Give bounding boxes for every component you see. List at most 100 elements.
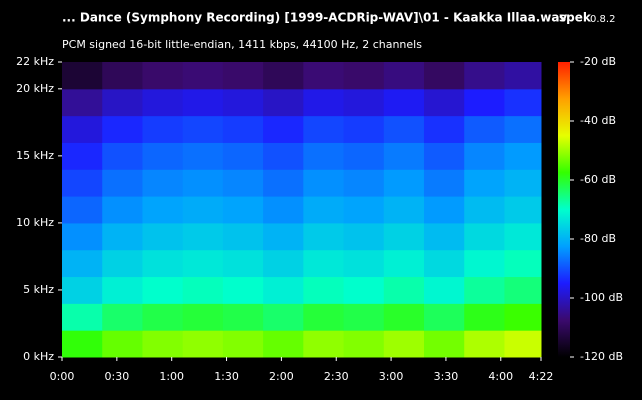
spectrum-cell xyxy=(464,142,505,170)
spectrum-cell xyxy=(102,249,143,278)
spectrum-cell xyxy=(383,142,425,170)
spectrum-cell xyxy=(263,303,304,331)
spectrum-cell xyxy=(182,196,224,224)
spectrum-cell xyxy=(504,62,542,90)
spectrum-cell xyxy=(263,169,304,197)
app-name: spek xyxy=(559,11,592,25)
spectrum-cell xyxy=(142,249,184,278)
spectrum-cell xyxy=(182,249,224,278)
spectrum-cell xyxy=(102,330,143,358)
spectrum-cell xyxy=(222,62,264,90)
spectrum-cell xyxy=(222,196,264,224)
spectrum-cell xyxy=(423,62,465,90)
spectrum-cell xyxy=(102,222,143,251)
spectrum-cell xyxy=(504,196,542,224)
spectrum-cell xyxy=(182,88,224,117)
spectrum-cell xyxy=(102,88,143,117)
spectrum-cell xyxy=(62,88,103,117)
x-tick-label: 0:30 xyxy=(104,370,129,383)
spectrum-cell xyxy=(263,62,304,90)
spectrum-cell xyxy=(423,222,465,251)
spectrum-cell xyxy=(423,142,465,170)
spectrum-cell xyxy=(343,330,385,358)
spectrum-cell xyxy=(62,222,103,251)
spectrum-cell xyxy=(182,142,224,170)
spectrum-cell xyxy=(504,222,542,251)
spectrum-cell xyxy=(343,249,385,278)
x-tick-label: 3:00 xyxy=(379,370,404,383)
spectrum-cell xyxy=(263,88,304,117)
colorbar-tick-label: -20 dB xyxy=(580,55,616,68)
spectrum-cell xyxy=(62,62,103,90)
spectrum-cell xyxy=(383,222,425,251)
spectrum-cell xyxy=(263,196,304,224)
spectrum-cell xyxy=(423,88,465,117)
colorbar-tick-label: -120 dB xyxy=(580,350,623,363)
spectrum-cell xyxy=(182,169,224,197)
spectrum-cell xyxy=(263,249,304,278)
spectrum-cell xyxy=(142,62,184,90)
x-tick-label: 2:00 xyxy=(269,370,294,383)
spectrum-cell xyxy=(182,222,224,251)
spectrum-cell xyxy=(383,88,425,117)
spectrum-cell xyxy=(464,303,505,331)
spectrum-cell xyxy=(464,249,505,278)
spectrum-cell xyxy=(142,222,184,251)
spectrum-cell xyxy=(102,62,143,90)
spectrum-cell xyxy=(263,276,304,304)
spectrum-cell xyxy=(303,276,345,304)
spectrum-cell xyxy=(62,330,103,358)
spectrum-cell xyxy=(142,115,184,143)
spectrum-cell xyxy=(62,169,103,197)
spectrum-cell xyxy=(303,330,345,358)
x-tick-label: 1:30 xyxy=(214,370,239,383)
spectrum-cell xyxy=(423,303,465,331)
spectrum-cell xyxy=(383,169,425,197)
x-tick-label: 0:00 xyxy=(50,370,75,383)
spectrum-cell xyxy=(182,115,224,143)
spectrum-cell xyxy=(182,62,224,90)
x-tick-label: 3:30 xyxy=(434,370,459,383)
spectrum-cell xyxy=(222,115,264,143)
spectrum-cell xyxy=(464,115,505,143)
spectrum-cell xyxy=(504,330,542,358)
x-tick-label: 1:00 xyxy=(159,370,184,383)
spectrum-cell xyxy=(423,276,465,304)
spectrum-cell xyxy=(383,115,425,143)
colorbar-tick-label: -40 dB xyxy=(580,114,616,127)
spectrum-cell xyxy=(504,115,542,143)
spectrum-cell xyxy=(343,115,385,143)
spectrum-cell xyxy=(303,62,345,90)
colorbar-tick-label: -60 dB xyxy=(580,173,616,186)
spectrum-cell xyxy=(182,303,224,331)
spectrum-cell xyxy=(222,303,264,331)
spectrum-cell xyxy=(142,303,184,331)
spectrum-cell xyxy=(343,169,385,197)
spectrum-cell xyxy=(303,222,345,251)
spectrum-cell xyxy=(182,276,224,304)
spectrum-cell xyxy=(464,222,505,251)
spectrum-cell xyxy=(464,330,505,358)
spectrum-cell xyxy=(343,196,385,224)
stream-info: PCM signed 16-bit little-endian, 1411 kb… xyxy=(62,38,422,51)
x-tick-label: 4:22 xyxy=(529,370,554,383)
spectrum-cell xyxy=(504,169,542,197)
spectrum-cell xyxy=(142,88,184,117)
spectrum-cell xyxy=(102,303,143,331)
y-tick-label: 22 kHz xyxy=(16,55,54,68)
spectrum-cell xyxy=(102,142,143,170)
spectrum-cell xyxy=(343,222,385,251)
spectrum-cell xyxy=(303,88,345,117)
spectrum-cell xyxy=(222,249,264,278)
spectrum-cell xyxy=(423,196,465,224)
spectrum-cell xyxy=(142,169,184,197)
spectrum-cell xyxy=(343,303,385,331)
spectrum-cell xyxy=(343,142,385,170)
x-tick-label: 4:00 xyxy=(488,370,513,383)
spectrum-cell xyxy=(303,196,345,224)
spectrum-cell xyxy=(182,330,224,358)
color-bar xyxy=(558,62,570,357)
spectrum-cell xyxy=(142,276,184,304)
spectrum-cell xyxy=(62,142,103,170)
